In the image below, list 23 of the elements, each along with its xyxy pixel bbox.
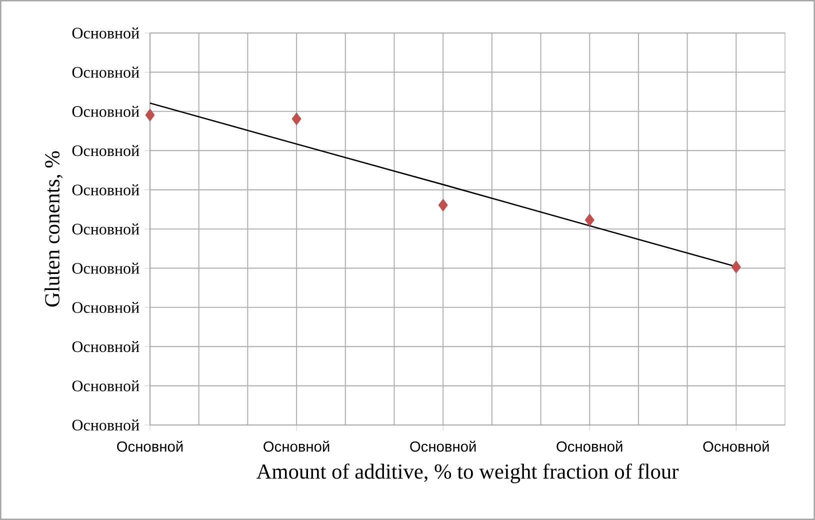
text: Основной: [72, 223, 140, 235]
x-tick-label: Основной: [264, 440, 330, 452]
text: Основной: [72, 380, 140, 392]
x-axis-title: Amount of additive, % to weight fraction of flour: [256, 464, 679, 484]
point: [584, 214, 594, 226]
text: Основной: [72, 27, 140, 39]
point: [438, 198, 448, 212]
text: Основной: [72, 66, 140, 78]
x-tick-label: Основной: [703, 440, 769, 452]
point: [731, 260, 741, 274]
text: Основной: [72, 341, 140, 352]
text: Основной: [72, 106, 140, 117]
text: Основной: [72, 262, 140, 274]
x-tick-label: Основной: [556, 440, 622, 452]
x-tick-label: Основной: [410, 440, 476, 452]
point: [145, 108, 155, 122]
point: [292, 112, 302, 126]
y-axis-title: Gluten conents, %: [44, 151, 63, 307]
x-tick-label: Основной: [117, 440, 183, 452]
text: Основной: [72, 145, 140, 156]
text: Основной: [72, 302, 140, 313]
text: Основной: [72, 419, 140, 431]
text: Основной: [72, 184, 140, 196]
